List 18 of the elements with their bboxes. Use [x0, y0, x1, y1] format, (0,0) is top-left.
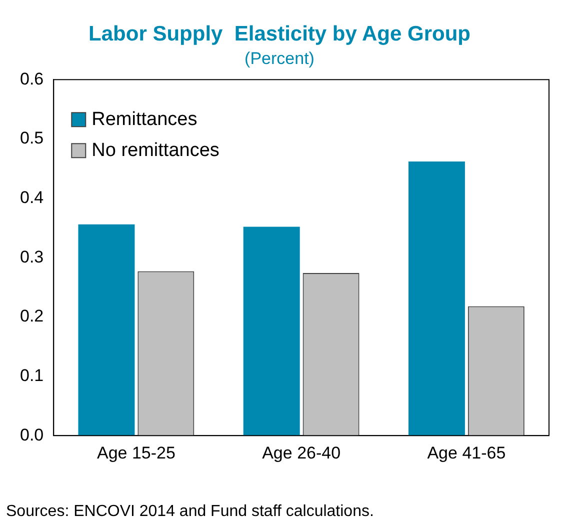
y-tick-label: 0.6 [20, 69, 44, 88]
y-tick-label: 0.2 [20, 306, 44, 326]
legend-label: No remittances [92, 140, 220, 161]
chart-title: Labor Supply Elasticity by Age Group [88, 22, 470, 46]
chart-subtitle: (Percent) [244, 49, 314, 68]
y-tick-label: 0.3 [20, 247, 44, 266]
x-tick-label: Age 41-65 [427, 443, 506, 462]
y-tick-label: 0.1 [20, 366, 44, 385]
y-tick-label: 0.4 [20, 188, 44, 207]
source-note: Sources: ENCOVI 2014 and Fund staff calculations. [6, 503, 374, 520]
bar [408, 161, 465, 436]
legend-label: Remittances [92, 108, 198, 130]
x-tick-label: Age 15-25 [96, 443, 176, 462]
x-tick-label: Age 26-40 [262, 443, 341, 462]
bar [243, 226, 300, 436]
bar [78, 224, 135, 436]
y-tick-label: 0.0 [20, 425, 44, 444]
y-tick-label: 0.5 [20, 128, 44, 148]
